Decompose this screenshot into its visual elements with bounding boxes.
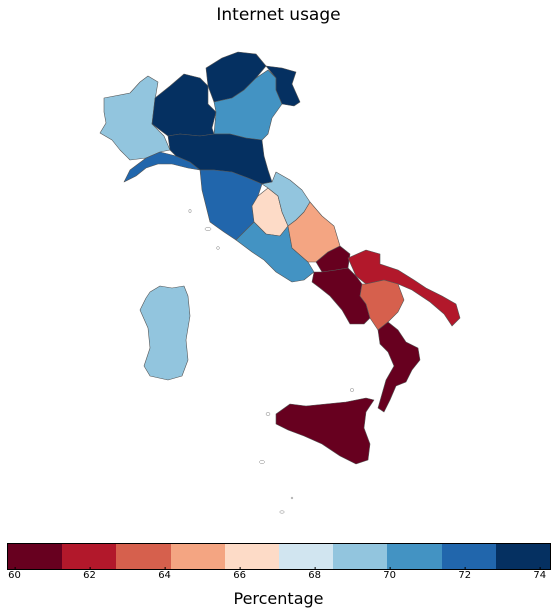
island-ustica (265, 412, 271, 416)
colorbar-swatch (116, 544, 171, 569)
region-piemonte (99, 75, 171, 161)
colorbar-tick-label: 62 (83, 567, 96, 581)
island-giglio (216, 246, 220, 250)
island-lampedusa (279, 510, 285, 514)
region-lombardia (151, 73, 217, 137)
island-pantelleria (259, 460, 265, 464)
island-capraia (188, 208, 192, 213)
colorbar-tick-label: 60 (8, 567, 21, 581)
colorbar-swatch (495, 544, 551, 569)
island-lipari (350, 388, 355, 392)
colorbar-swatch (387, 544, 442, 569)
region-basilicata (359, 279, 405, 331)
colorbar-tick-label: 74 (533, 567, 547, 581)
island-elba (204, 227, 212, 231)
colorbar-swatch (441, 544, 496, 569)
colorbar-swatch (224, 544, 280, 569)
colorbar-tick-label: 72 (458, 567, 472, 581)
italy-map (99, 51, 461, 514)
colorbar-swatch (170, 544, 225, 569)
colorbar-tick-label: 64 (158, 567, 171, 581)
colorbar-swatch (279, 544, 334, 569)
region-calabria (377, 321, 421, 413)
colorbar-tick-label: 66 (233, 567, 246, 581)
map-title: Internet usage (216, 5, 341, 25)
colorbar-tick-label: 70 (383, 567, 397, 581)
colorbar-ticks: 60 62 64 66 68 70 72 74 (7, 567, 551, 588)
colorbar-swatch (8, 544, 63, 569)
island-linosa (290, 496, 294, 500)
colorbar-label: Percentage (233, 589, 324, 608)
region-sardegna (139, 285, 191, 381)
colorbar (7, 543, 551, 570)
region-friuli (265, 65, 301, 107)
colorbar-swatch (62, 544, 117, 569)
region-sicilia (275, 397, 375, 465)
colorbar-tick-label: 68 (308, 567, 322, 581)
colorbar-swatch (333, 544, 388, 569)
